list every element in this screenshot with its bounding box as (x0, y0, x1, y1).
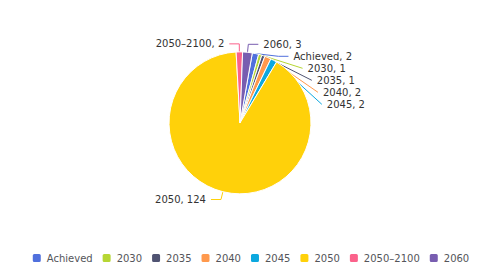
svg-text:2050–2100, 2: 2050–2100, 2 (156, 38, 225, 49)
svg-text:2050–2100: 2050–2100 (364, 253, 420, 264)
svg-text:2060: 2060 (444, 253, 469, 264)
svg-text:2060, 3: 2060, 3 (263, 39, 301, 50)
svg-text:2045: 2045 (265, 253, 290, 264)
svg-text:2035, 1: 2035, 1 (317, 75, 355, 86)
svg-text:Achieved, 2: Achieved, 2 (293, 51, 352, 62)
svg-text:2045, 2: 2045, 2 (327, 99, 365, 110)
svg-text:2030, 1: 2030, 1 (308, 63, 346, 74)
svg-text:2040, 2: 2040, 2 (323, 87, 361, 98)
svg-text:2035: 2035 (166, 253, 191, 264)
svg-text:2050: 2050 (314, 253, 339, 264)
svg-text:2030: 2030 (117, 253, 142, 264)
svg-text:Achieved: Achieved (47, 253, 93, 264)
svg-text:2040: 2040 (216, 253, 241, 264)
svg-text:2050, 124: 2050, 124 (155, 194, 206, 205)
